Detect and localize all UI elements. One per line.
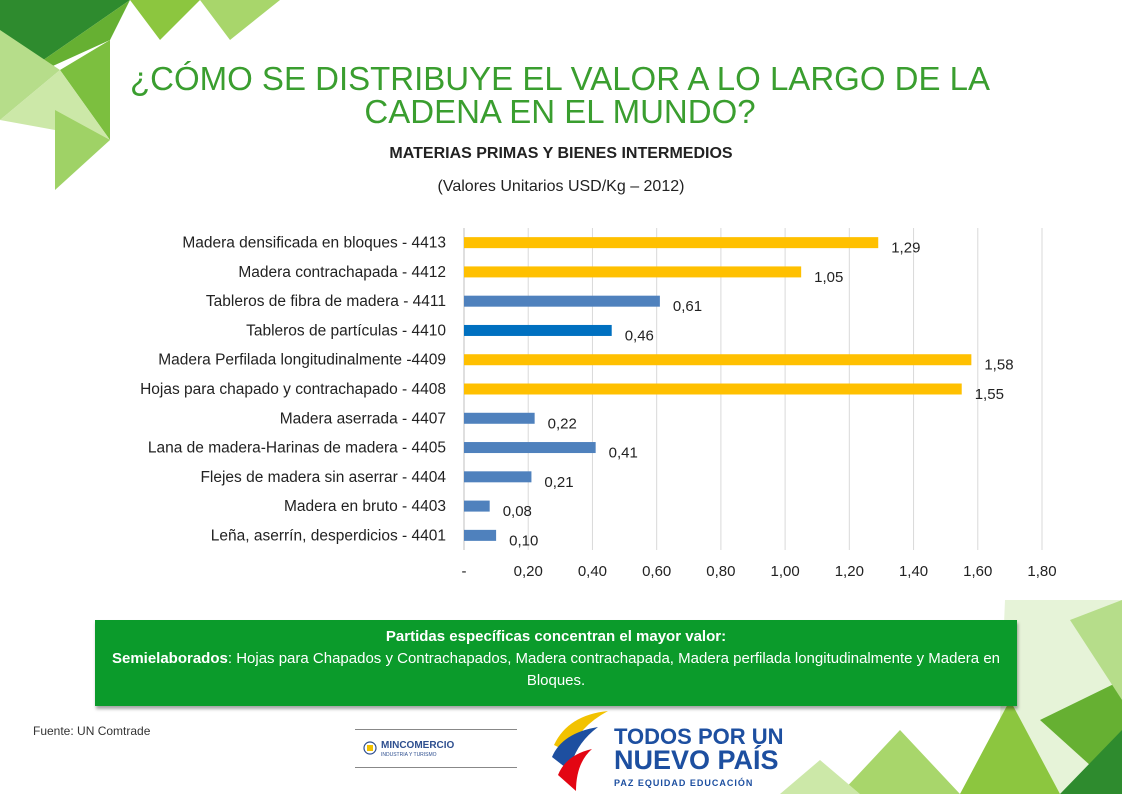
category-label: Flejes de madera sin aserrar - 4404 (200, 469, 446, 486)
x-tick-label: 1,20 (835, 563, 864, 580)
bar (464, 500, 490, 512)
bar-chart: - 0,20 0,40 0,60 0,80 1,00 1,20 1,40 1,60 1,80 Mad… (140, 228, 1057, 580)
x-tick-label: 0,60 (642, 563, 671, 580)
x-tick-label: 1,40 (899, 563, 928, 580)
slogan-line1: TODOS POR UN (614, 724, 784, 749)
bar (464, 354, 972, 366)
category-label: Tableros de fibra de madera - 4411 (206, 293, 446, 310)
note-heading: Partidas específicas concentran el mayor… (385, 628, 727, 645)
value-label: 1,58 (984, 357, 1013, 374)
decorative-triangles-top (0, 0, 280, 190)
value-label: 1,29 (891, 240, 920, 257)
bar (464, 295, 660, 307)
category-label: Leña, aserrín, desperdicios - 4401 (211, 527, 446, 544)
note-bold-lead: Semielaborados (111, 650, 228, 667)
mincomercio-sub: INDUSTRIA Y TURISMO (381, 752, 437, 758)
note-text: : Hojas para Chapados y Contrachapados, … (227, 650, 1001, 689)
value-label: 0,08 (503, 503, 532, 520)
bar (464, 383, 962, 395)
value-label: 1,05 (814, 269, 843, 286)
x-tick-label: 1,60 (963, 563, 992, 580)
value-label: 0,10 (509, 532, 538, 549)
value-label: 0,46 (625, 327, 654, 344)
category-label: Madera Perfilada longitudinalmente -4409 (158, 352, 446, 369)
category-label: Madera densificada en bloques - 4413 (182, 235, 446, 252)
bar (464, 442, 596, 454)
chart-subtitle: MATERIAS PRIMAS Y BIENES INTERMEDIOS (389, 145, 733, 162)
source-label: Fuente: UN Comtrade (33, 724, 151, 738)
bar (464, 237, 879, 249)
slogan-line2: NUEVO PAÍS (614, 745, 779, 775)
nuevo-pais-logo-mark (552, 711, 608, 791)
category-label: Lana de madera-Harinas de madera - 4405 (148, 440, 446, 457)
slogan-line3: PAZ EQUIDAD EDUCACIÓN (614, 778, 754, 788)
category-label: Madera en bruto - 4403 (284, 498, 446, 515)
mincomercio-name: MINCOMERCIO (381, 740, 455, 751)
category-label: Madera aserrada - 4407 (280, 410, 446, 427)
x-tick-label: 0,40 (578, 563, 607, 580)
mincomercio-logo: MINCOMERCIO INDUSTRIA Y TURISMO (355, 729, 517, 768)
chart-units: (Valores Unitarios USD/Kg – 2012) (437, 178, 685, 195)
category-label: Hojas para chapado y contrachapado - 440… (140, 381, 446, 398)
x-tick-label: - (462, 563, 467, 580)
category-label: Tableros de partículas - 4410 (246, 322, 446, 339)
value-label: 0,61 (673, 298, 702, 315)
bar (464, 471, 532, 483)
value-label: 0,21 (544, 474, 573, 491)
bar (464, 266, 802, 278)
x-tick-label: 1,00 (771, 563, 800, 580)
note-body: Semielaborados: Hojas para Chapados y Co… (95, 648, 1017, 692)
bar (464, 412, 535, 424)
value-label: 0,41 (609, 445, 638, 462)
x-tick-label: 0,80 (706, 563, 735, 580)
bar (464, 324, 612, 336)
value-label: 0,22 (548, 415, 577, 432)
page-title: ¿CÓMO SE DISTRIBUYE EL VALOR A LO LARGO … (129, 60, 991, 130)
x-tick-label: 1,80 (1027, 563, 1056, 580)
coat-of-arms-icon (363, 741, 377, 755)
category-label: Madera contrachapada - 4412 (238, 264, 446, 281)
summary-note: Partidas específicas concentran el mayor… (95, 620, 1017, 706)
bar (464, 529, 497, 541)
x-tick-label: 0,20 (514, 563, 543, 580)
value-label: 1,55 (975, 386, 1004, 403)
